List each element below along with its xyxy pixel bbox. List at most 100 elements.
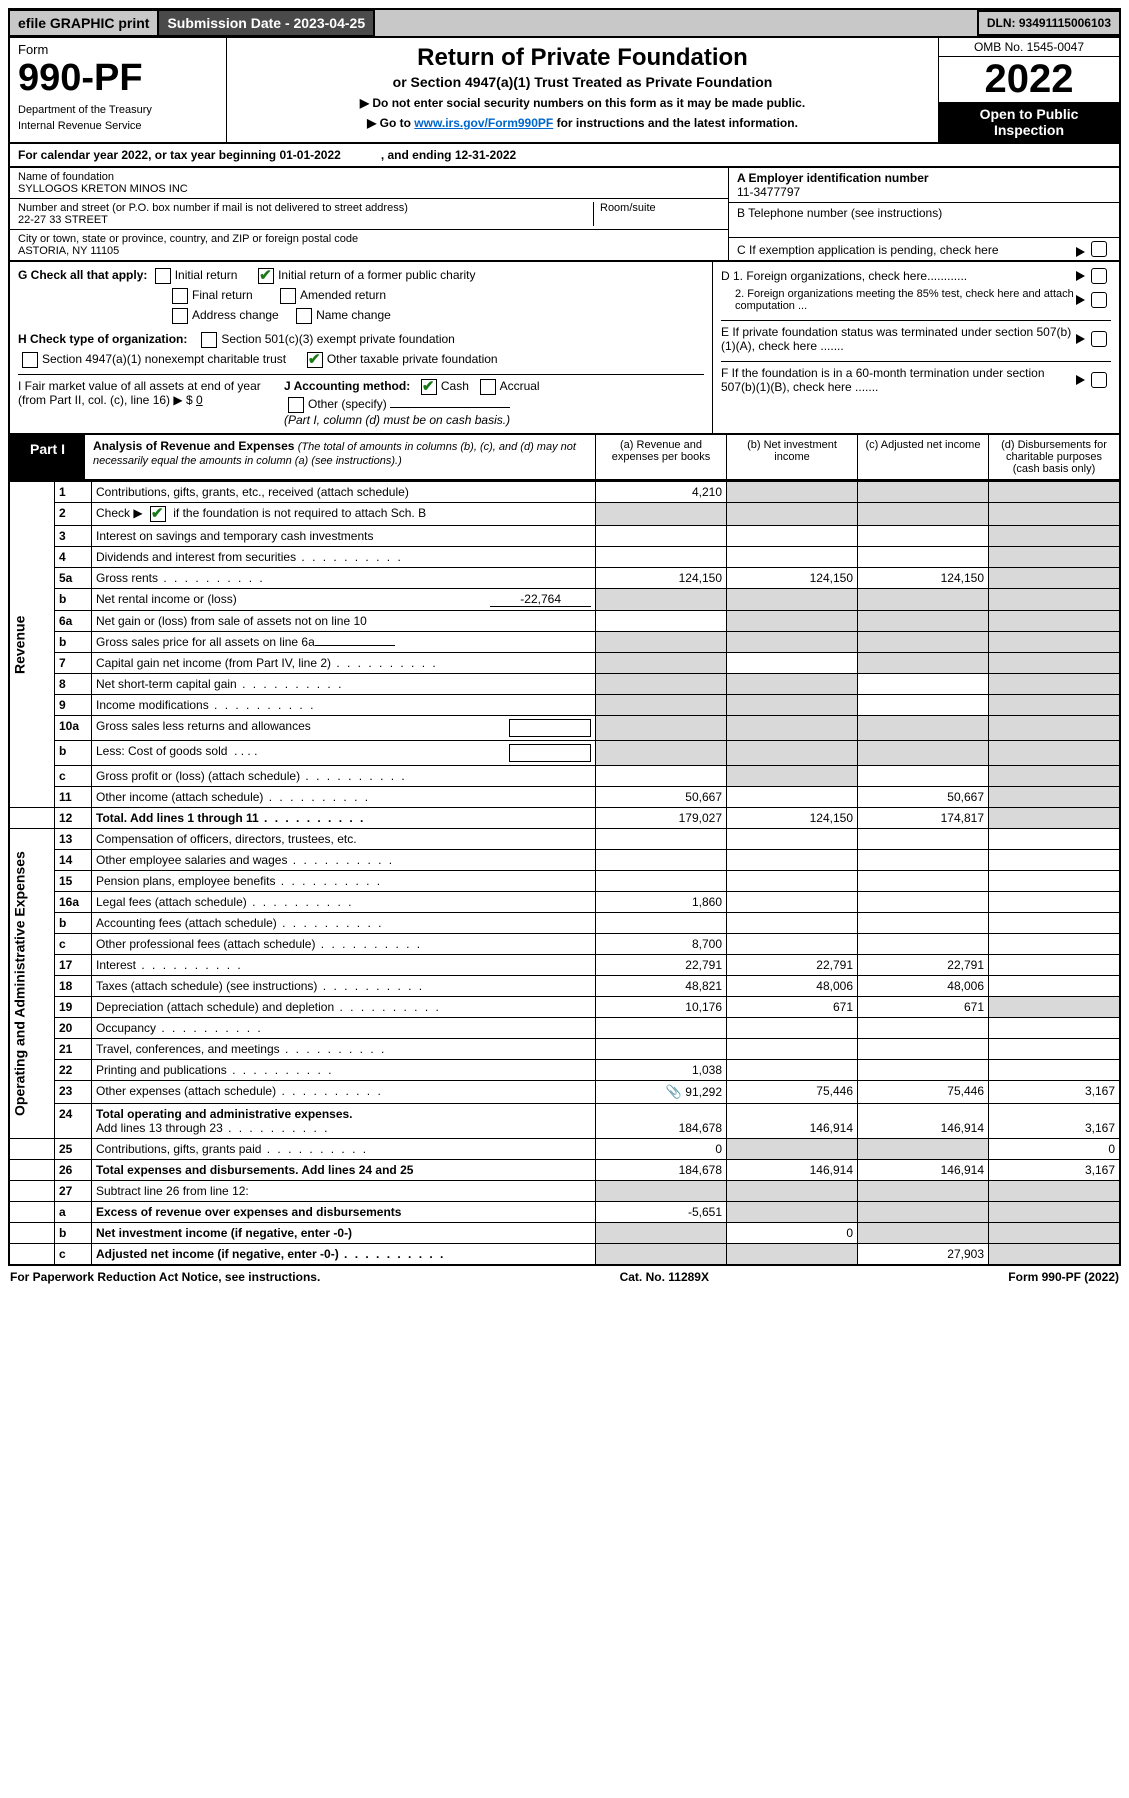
g-initial-return-checkbox[interactable] <box>155 268 171 284</box>
g-name-change-checkbox[interactable] <box>296 308 312 324</box>
col-b-val <box>727 787 858 808</box>
col-a-val <box>596 503 727 526</box>
col-b-val: 146,914 <box>727 1160 858 1181</box>
f-checkbox[interactable] <box>1091 372 1107 388</box>
col-b-val: 124,150 <box>727 808 858 829</box>
col-c-val <box>858 589 989 611</box>
line-num: 25 <box>55 1139 92 1160</box>
c-label: C If exemption application is pending, c… <box>737 243 1074 257</box>
line-num: b <box>55 589 92 611</box>
header-right: OMB No. 1545-0047 2022 Open to Public In… <box>938 38 1119 142</box>
g-address-change-checkbox[interactable] <box>172 308 188 324</box>
col-a-val <box>596 1244 727 1266</box>
table-row: 7Capital gain net income (from Part IV, … <box>9 653 1120 674</box>
spacer-cell <box>9 1160 55 1181</box>
col-b-val <box>727 674 858 695</box>
line-num: 12 <box>55 808 92 829</box>
col-c-val <box>858 934 989 955</box>
col-c-val: 174,817 <box>858 808 989 829</box>
col-d-val <box>989 503 1121 526</box>
line-desc: Net short-term capital gain <box>92 674 596 695</box>
j-other: Other (specify) <box>308 397 387 411</box>
goto-pre: ▶ Go to <box>367 116 414 130</box>
j-cash-checkbox[interactable] <box>421 379 437 395</box>
col-a-val: 22,791 <box>596 955 727 976</box>
j-other-row: Other (specify) <box>284 397 704 413</box>
line-desc: Total operating and administrative expen… <box>92 1104 596 1139</box>
line-desc: Capital gain net income (from Part IV, l… <box>92 653 596 674</box>
j-other-checkbox[interactable] <box>288 397 304 413</box>
col-b-val: 671 <box>727 997 858 1018</box>
col-d-val <box>989 482 1121 503</box>
d2-checkbox[interactable] <box>1091 292 1107 308</box>
foundation-name: SYLLOGOS KRETON MINOS INC <box>18 183 720 195</box>
table-row: 12Total. Add lines 1 through 11179,02712… <box>9 808 1120 829</box>
col-c-val <box>858 1039 989 1060</box>
col-d-val <box>989 1244 1121 1266</box>
schb-checkbox[interactable] <box>150 506 166 522</box>
table-row: 18Taxes (attach schedule) (see instructi… <box>9 976 1120 997</box>
table-row: 8Net short-term capital gain <box>9 674 1120 695</box>
line-num: 10a <box>55 716 92 741</box>
g-amended-return-checkbox[interactable] <box>280 288 296 304</box>
line-num: 27 <box>55 1181 92 1202</box>
g-final-return-checkbox[interactable] <box>172 288 188 304</box>
address-row: Number and street (or P.O. box number if… <box>10 199 728 230</box>
col-a-val: 184,678 <box>596 1104 727 1139</box>
col-a-val: 4,210 <box>596 482 727 503</box>
g-line: G Check all that apply: Initial return I… <box>18 268 704 284</box>
col-b-val: 22,791 <box>727 955 858 976</box>
checks-section: G Check all that apply: Initial return I… <box>8 262 1121 435</box>
line-desc: Contributions, gifts, grants paid <box>92 1139 596 1160</box>
col-c-val <box>858 913 989 934</box>
table-row: cAdjusted net income (if negative, enter… <box>9 1244 1120 1266</box>
form-header: Form 990-PF Department of the Treasury I… <box>8 38 1121 144</box>
table-row: 25Contributions, gifts, grants paid00 <box>9 1139 1120 1160</box>
d1-checkbox[interactable] <box>1091 268 1107 284</box>
col-b-val <box>727 589 858 611</box>
g-initial-former-checkbox[interactable] <box>258 268 274 284</box>
col-b-val <box>727 913 858 934</box>
entity-left: Name of foundation SYLLOGOS KRETON MINOS… <box>10 168 728 260</box>
dept-treasury: Department of the Treasury <box>18 104 218 116</box>
line-num: 3 <box>55 526 92 547</box>
city-label: City or town, state or province, country… <box>18 233 720 245</box>
h-501c3-checkbox[interactable] <box>201 332 217 348</box>
line-num: 9 <box>55 695 92 716</box>
top-system-bar: efile GRAPHIC print Submission Date - 20… <box>8 8 1121 38</box>
h-4947-checkbox[interactable] <box>22 352 38 368</box>
col-d-val <box>989 653 1121 674</box>
col-d-val <box>989 976 1121 997</box>
line-desc: Net rental income or (loss) -22,764 <box>92 589 596 611</box>
r5b-desc: Net rental income or (loss) <box>96 592 237 606</box>
line-num: 16a <box>55 892 92 913</box>
line-num: 18 <box>55 976 92 997</box>
e-checkbox[interactable] <box>1091 331 1107 347</box>
col-a-val: 1,860 <box>596 892 727 913</box>
ein-label: A Employer identification number <box>737 171 1111 185</box>
table-row: 16aLegal fees (attach schedule)1,860 <box>9 892 1120 913</box>
col-a-val: 184,678 <box>596 1160 727 1181</box>
col-a-header: (a) Revenue and expenses per books <box>595 435 726 479</box>
col-b-val <box>727 741 858 766</box>
line-num: 15 <box>55 871 92 892</box>
line-desc: Net investment income (if negative, ente… <box>92 1223 596 1244</box>
goto-link[interactable]: www.irs.gov/Form990PF <box>414 116 553 130</box>
line-desc: Total expenses and disbursements. Add li… <box>92 1160 596 1181</box>
j-accrual-checkbox[interactable] <box>480 379 496 395</box>
line-desc: Gross rents <box>92 568 596 589</box>
line-desc: Total. Add lines 1 through 11 <box>92 808 596 829</box>
phone-row: B Telephone number (see instructions) <box>729 203 1119 238</box>
attach-icon[interactable]: 📎 <box>666 1084 682 1099</box>
h-other-checkbox[interactable] <box>307 352 323 368</box>
col-d-val <box>989 997 1121 1018</box>
table-row: Revenue 1 Contributions, gifts, grants, … <box>9 482 1120 503</box>
col-c-val: 75,446 <box>858 1081 989 1104</box>
foundation-name-row: Name of foundation SYLLOGOS KRETON MINOS… <box>10 168 728 199</box>
col-a-val <box>596 1223 727 1244</box>
spacer-cell <box>9 1181 55 1202</box>
col-a-val: 1,038 <box>596 1060 727 1081</box>
c-checkbox[interactable] <box>1091 241 1107 257</box>
col-c-val <box>858 766 989 787</box>
ein-row: A Employer identification number 11-3477… <box>729 168 1119 203</box>
